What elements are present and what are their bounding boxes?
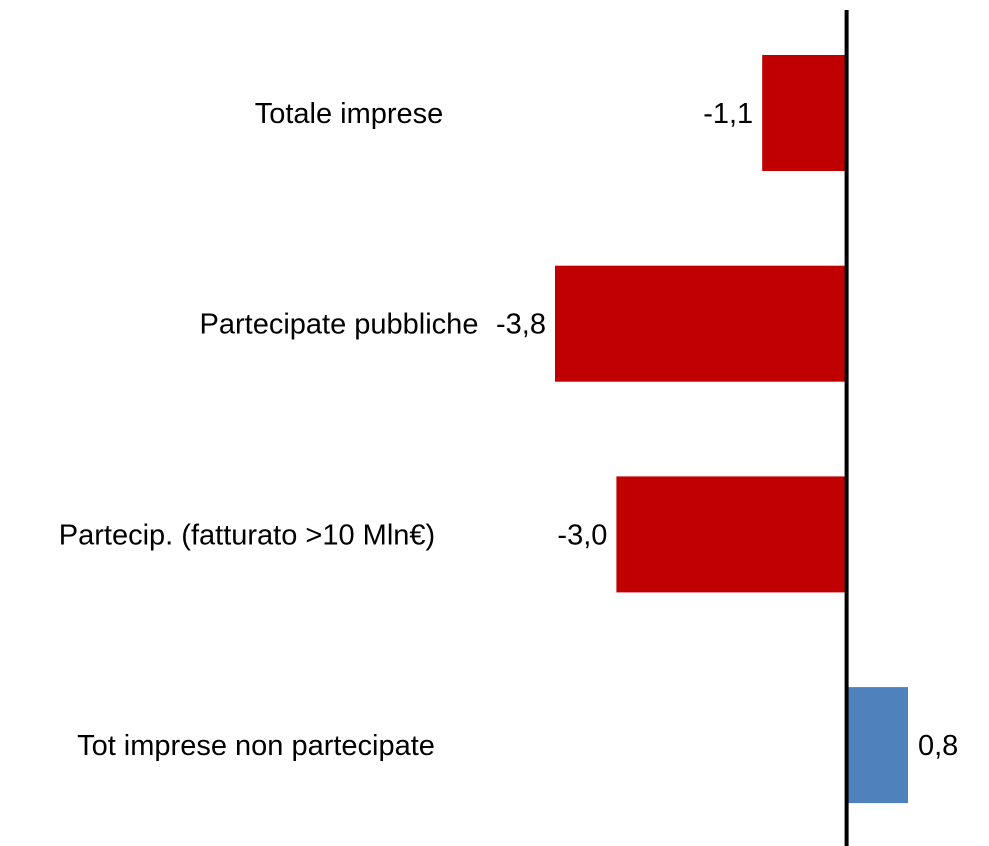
bar-3 [616,476,847,593]
category-labels: Totale imprese Partecipate pubbliche Parte… [59,98,479,762]
value-label-4: 0,8 [918,730,958,762]
bar-1 [762,55,847,171]
value-label-2: -3,8 [496,309,546,341]
category-label-1: Totale imprese [255,98,444,130]
bar-2 [555,265,847,382]
category-label-4: Tot imprese non partecipate [77,730,435,762]
category-label-2: Partecipate pubbliche [200,309,479,341]
category-label-3: Partecip. (fatturato >10 Mln€) [59,519,435,551]
value-label-3: -3,0 [557,519,607,551]
value-labels: -1,1 -3,8 -3,0 0,8 [496,98,958,762]
bar-4 [846,687,908,804]
value-label-1: -1,1 [703,98,753,130]
bars [555,55,908,804]
